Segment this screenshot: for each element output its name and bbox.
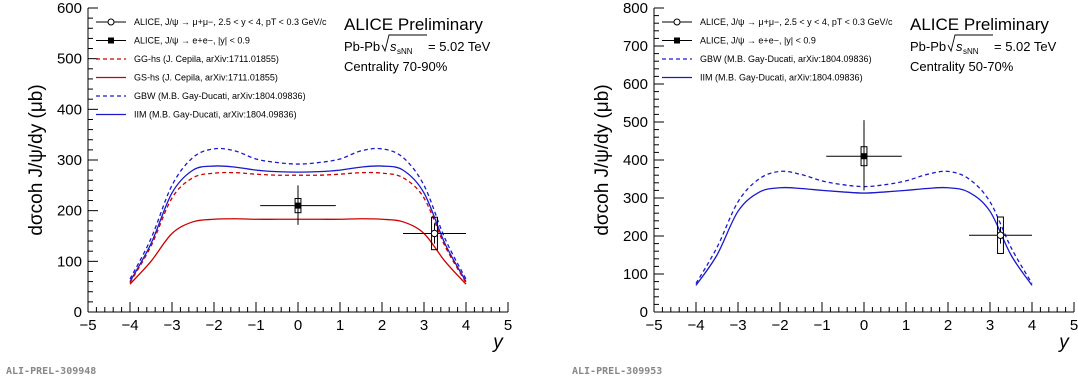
x-tick-label: 2	[378, 317, 386, 334]
y-tick-label: 0	[74, 304, 82, 321]
x-axis-title: y	[1057, 332, 1070, 353]
legend-filled-square-icon	[674, 37, 680, 44]
y-tick-label: 800	[623, 0, 648, 17]
x-tick-label: 5	[1070, 317, 1078, 334]
sqrt-s-symbol: s	[390, 39, 397, 54]
x-tick-label: 4	[462, 317, 470, 334]
centrality-label: Centrality 70-90%	[344, 59, 448, 74]
x-tick-label: 5	[504, 317, 512, 334]
y-tick-label: 0	[640, 304, 648, 321]
legend-label: GG-hs (J. Cepila, arXiv:1711.01855)	[134, 54, 279, 64]
x-tick-label: −5	[79, 317, 96, 334]
chart-panel-1: −5 −4 −3 −2 −1 0 1 2 3 4 5 0 100 200 300 400 500 600 dσcoh…	[6, 0, 512, 377]
series-line-iim	[129, 165, 467, 282]
y-tick-label: 400	[57, 101, 82, 118]
y-tick-label: 400	[623, 152, 648, 169]
x-tick-label: 4	[1028, 317, 1036, 334]
series-line-gbw	[129, 147, 467, 280]
x-tick-label: −3	[163, 317, 180, 334]
x-tick-label: −5	[645, 317, 662, 334]
y-tick-label: 100	[623, 266, 648, 283]
x-axis-title: y	[491, 332, 504, 353]
y-tick-label: 700	[623, 38, 648, 55]
data-point-ee	[260, 185, 336, 225]
sqrt-symbol-icon	[381, 34, 427, 53]
series-line-iim	[695, 186, 1033, 286]
legend-label: GBW (M.B. Gay-Ducati, arXiv:1804.09836)	[134, 91, 306, 101]
y-tick-label: 300	[623, 190, 648, 207]
y-tick-label: 300	[57, 152, 82, 169]
x-tick-label: 0	[860, 317, 868, 334]
sqrt-symbol-icon	[947, 34, 993, 53]
legend: ALICE, J/ψ → μ+μ−, 2.5 < y < 4, pT < 0.3…	[96, 17, 327, 120]
x-tick-label: −2	[771, 317, 788, 334]
x-tick-label: −2	[205, 317, 222, 334]
data-point-mumu	[403, 216, 466, 251]
legend-label: GS-hs (J. Cepila, arXiv:1711.01855)	[134, 73, 278, 83]
legend-label: ALICE, J/ψ → μ+μ−, 2.5 < y < 4, pT < 0.3…	[134, 17, 327, 27]
collision-energy: = 5.02 TeV	[994, 39, 1057, 54]
collision-system: Pb-Pb	[910, 39, 946, 54]
y-axis-title: dσcoh J/ψ/dy (μb)	[592, 84, 613, 235]
collision-system: Pb-Pb	[344, 39, 380, 54]
x-tick-label: −1	[813, 317, 830, 334]
open-circle-marker	[996, 231, 1005, 239]
x-tick-label: 1	[902, 317, 910, 334]
x-tick-label: 1	[336, 317, 344, 334]
x-tick-label: −4	[121, 317, 138, 334]
open-circle-marker	[430, 229, 439, 238]
series-line-gg-hs	[129, 171, 467, 283]
legend-filled-square-icon	[108, 37, 114, 44]
chart-title: ALICE Preliminary	[344, 15, 483, 34]
x-tick-label: 3	[986, 317, 994, 334]
y-tick-label: 500	[57, 51, 82, 68]
legend-label: ALICE, J/ψ → e+e−, |y| < 0.9	[700, 36, 816, 46]
y-tick-label: 600	[57, 0, 82, 17]
legend-label: IIM (M.B. Gay-Ducati, arXiv:1804.09836)	[134, 110, 297, 120]
y-tick-label: 600	[623, 76, 648, 93]
legend-label: IIM (M.B. Gay-Ducati, arXiv:1804.09836)	[700, 73, 863, 83]
legend-label: ALICE, J/ψ → μ+μ−, 2.5 < y < 4, pT < 0.3…	[700, 17, 893, 27]
annotation-block: ALICE Preliminary Pb-Pb s sNN = 5.02 TeV Cent…	[344, 15, 491, 74]
y-tick-label: 100	[57, 253, 82, 270]
y-axis-title: dσcoh J/ψ/dy (μb)	[26, 84, 47, 235]
x-tick-label: 0	[294, 317, 302, 334]
preliminary-reference: ALI-PREL-309953	[572, 366, 662, 377]
y-tick-label: 200	[623, 228, 648, 245]
x-tick-label: −1	[247, 317, 264, 334]
legend: ALICE, J/ψ → μ+μ−, 2.5 < y < 4, pT < 0.3…	[662, 17, 893, 83]
y-tick-label: 500	[623, 114, 648, 131]
collision-energy: = 5.02 TeV	[428, 39, 491, 54]
sqrt-s-symbol: s	[956, 39, 963, 54]
legend-label: ALICE, J/ψ → e+e−, |y| < 0.9	[134, 36, 250, 46]
sqrt-s-subscript: sNN	[963, 47, 979, 56]
chart-title: ALICE Preliminary	[910, 15, 1049, 34]
data-point-ee	[826, 120, 902, 191]
chart-panel-2: −5 −4 −3 −2 −1 0 1 2 3 4 5 0 100 200 300 400 500 600 700 80…	[572, 0, 1078, 377]
legend-open-circle-icon	[673, 18, 681, 26]
x-tick-label: −3	[729, 317, 746, 334]
sqrt-s-subscript: sNN	[397, 47, 413, 56]
y-tick-label: 200	[57, 203, 82, 220]
centrality-label: Centrality 50-70%	[910, 59, 1014, 74]
filled-square-marker	[861, 153, 867, 160]
legend-open-circle-icon	[107, 18, 115, 26]
preliminary-reference: ALI-PREL-309948	[6, 366, 96, 377]
x-tick-label: −4	[687, 317, 704, 334]
data-point-mumu	[969, 216, 1032, 254]
legend-label: GBW (M.B. Gay-Ducati, arXiv:1804.09836)	[700, 54, 872, 64]
series-line-gs-hs	[129, 218, 467, 285]
x-tick-label: 2	[944, 317, 952, 334]
x-tick-label: 3	[420, 317, 428, 334]
filled-square-marker	[295, 202, 301, 209]
annotation-block: ALICE Preliminary Pb-Pb s sNN = 5.02 TeV Cent…	[910, 15, 1057, 74]
